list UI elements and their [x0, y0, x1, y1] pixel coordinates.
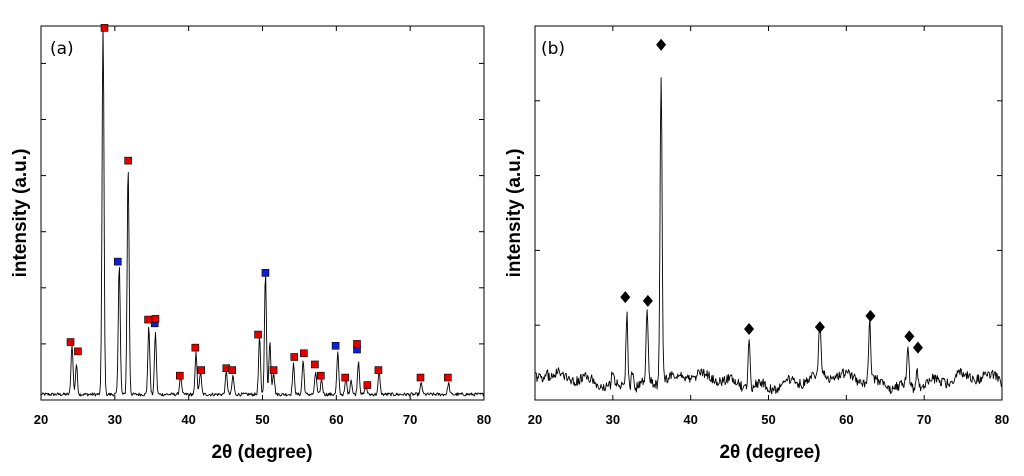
panel-a-label: (a): [50, 39, 74, 59]
panel-b-diamond-marker: [656, 38, 667, 51]
panel-a-xrd-trace: [40, 25, 485, 397]
panel-a-x-tick-label: 80: [477, 412, 491, 427]
panel-a-red-square-marker: [317, 371, 325, 380]
panel-b-diamond-marker: [814, 321, 825, 334]
panel-a-red-square-marker: [353, 340, 361, 348]
panel-a-red-square-marker: [197, 366, 206, 374]
panel-a-red-square-marker: [311, 360, 319, 369]
panel-a-x-tick-label: 50: [255, 412, 269, 427]
panel-a-x-tick-label: 40: [181, 412, 195, 427]
panel-b-x-axis-title: 2θ (degree): [719, 442, 820, 463]
panel-a-red-square-marker: [374, 366, 383, 374]
panel-b-x-tick-label: 60: [839, 412, 853, 427]
panel-a-red-square-marker: [74, 347, 82, 356]
panel-a-blue-square-marker: [261, 269, 270, 277]
panel-a-blue-square-marker: [331, 341, 340, 350]
panel-a-x-axis-title: 2θ (degree): [211, 442, 312, 463]
panel-a-x-tick-label: 30: [108, 412, 122, 427]
panel-b-diamond-marker: [642, 294, 653, 307]
panel-a-red-square-marker: [176, 371, 184, 380]
panel-b-diamond-marker: [744, 322, 755, 335]
panel-a-x-tick-label: 70: [403, 412, 417, 427]
panel-a-x-tick-label: 60: [329, 412, 343, 427]
panel-b-x-tick-label: 40: [683, 412, 697, 427]
panel-b-x-tick-label: 50: [761, 412, 775, 427]
panel-a-x-tick-label: 20: [34, 412, 48, 427]
panel-a-red-square-marker: [444, 373, 452, 382]
panel-a-red-square-marker: [300, 349, 308, 358]
panel-b-x-tick-label: 70: [917, 412, 931, 427]
panel-b-chart: 20 30 40 50 60 70 80 (b) 2θ (degree) intensity…: [504, 25, 1009, 463]
panel-a-red-square-marker: [290, 353, 299, 361]
panel-b-diamond-marker: [904, 330, 915, 343]
panel-a-red-square-marker: [269, 366, 278, 374]
panel-b-x-tick-label: 20: [528, 412, 542, 427]
panel-a-plot-area: 20 30 40 50 60 70 80: [34, 24, 491, 427]
panel-a-red-square-marker: [191, 343, 200, 352]
panel-b-diamond-marker: [620, 291, 631, 304]
panel-a-blue-square-marker: [113, 257, 122, 266]
panel-b-x-tick-label: 80: [995, 412, 1009, 427]
panel-a-y-axis-title: intensity (a.u.): [10, 149, 31, 278]
panel-a-red-square-marker: [416, 373, 425, 382]
panel-a-red-square-marker: [124, 156, 132, 165]
panel-b-y-axis-title: intensity (a.u.): [504, 149, 525, 278]
panel-a-chart: 20 30 40 50 60 70 80 (a) 2θ (degree) intensity…: [10, 24, 491, 463]
panel-b-frame: [534, 25, 1003, 401]
panel-a-frame: [40, 25, 485, 401]
panel-b-label: (b): [541, 39, 565, 59]
panel-a-red-square-marker: [363, 381, 372, 389]
panel-a-red-square-marker: [151, 315, 160, 323]
panel-b-diamond-marker: [912, 341, 923, 354]
panel-a-red-square-marker: [341, 373, 349, 382]
panel-b-diamond-marker: [865, 309, 876, 322]
panel-b-xrd-trace: [534, 77, 1003, 395]
panel-a-red-square-marker: [66, 338, 75, 346]
panel-a-red-square-marker: [228, 366, 237, 374]
panel-b-x-tick-label: 30: [606, 412, 620, 427]
panel-a-red-square-marker: [144, 315, 152, 324]
panel-b-plot-area: 20 30 40 50 60 70 80: [528, 26, 1009, 427]
panel-a-red-square-marker: [254, 330, 262, 339]
panel-a-red-square-marker: [100, 24, 109, 32]
